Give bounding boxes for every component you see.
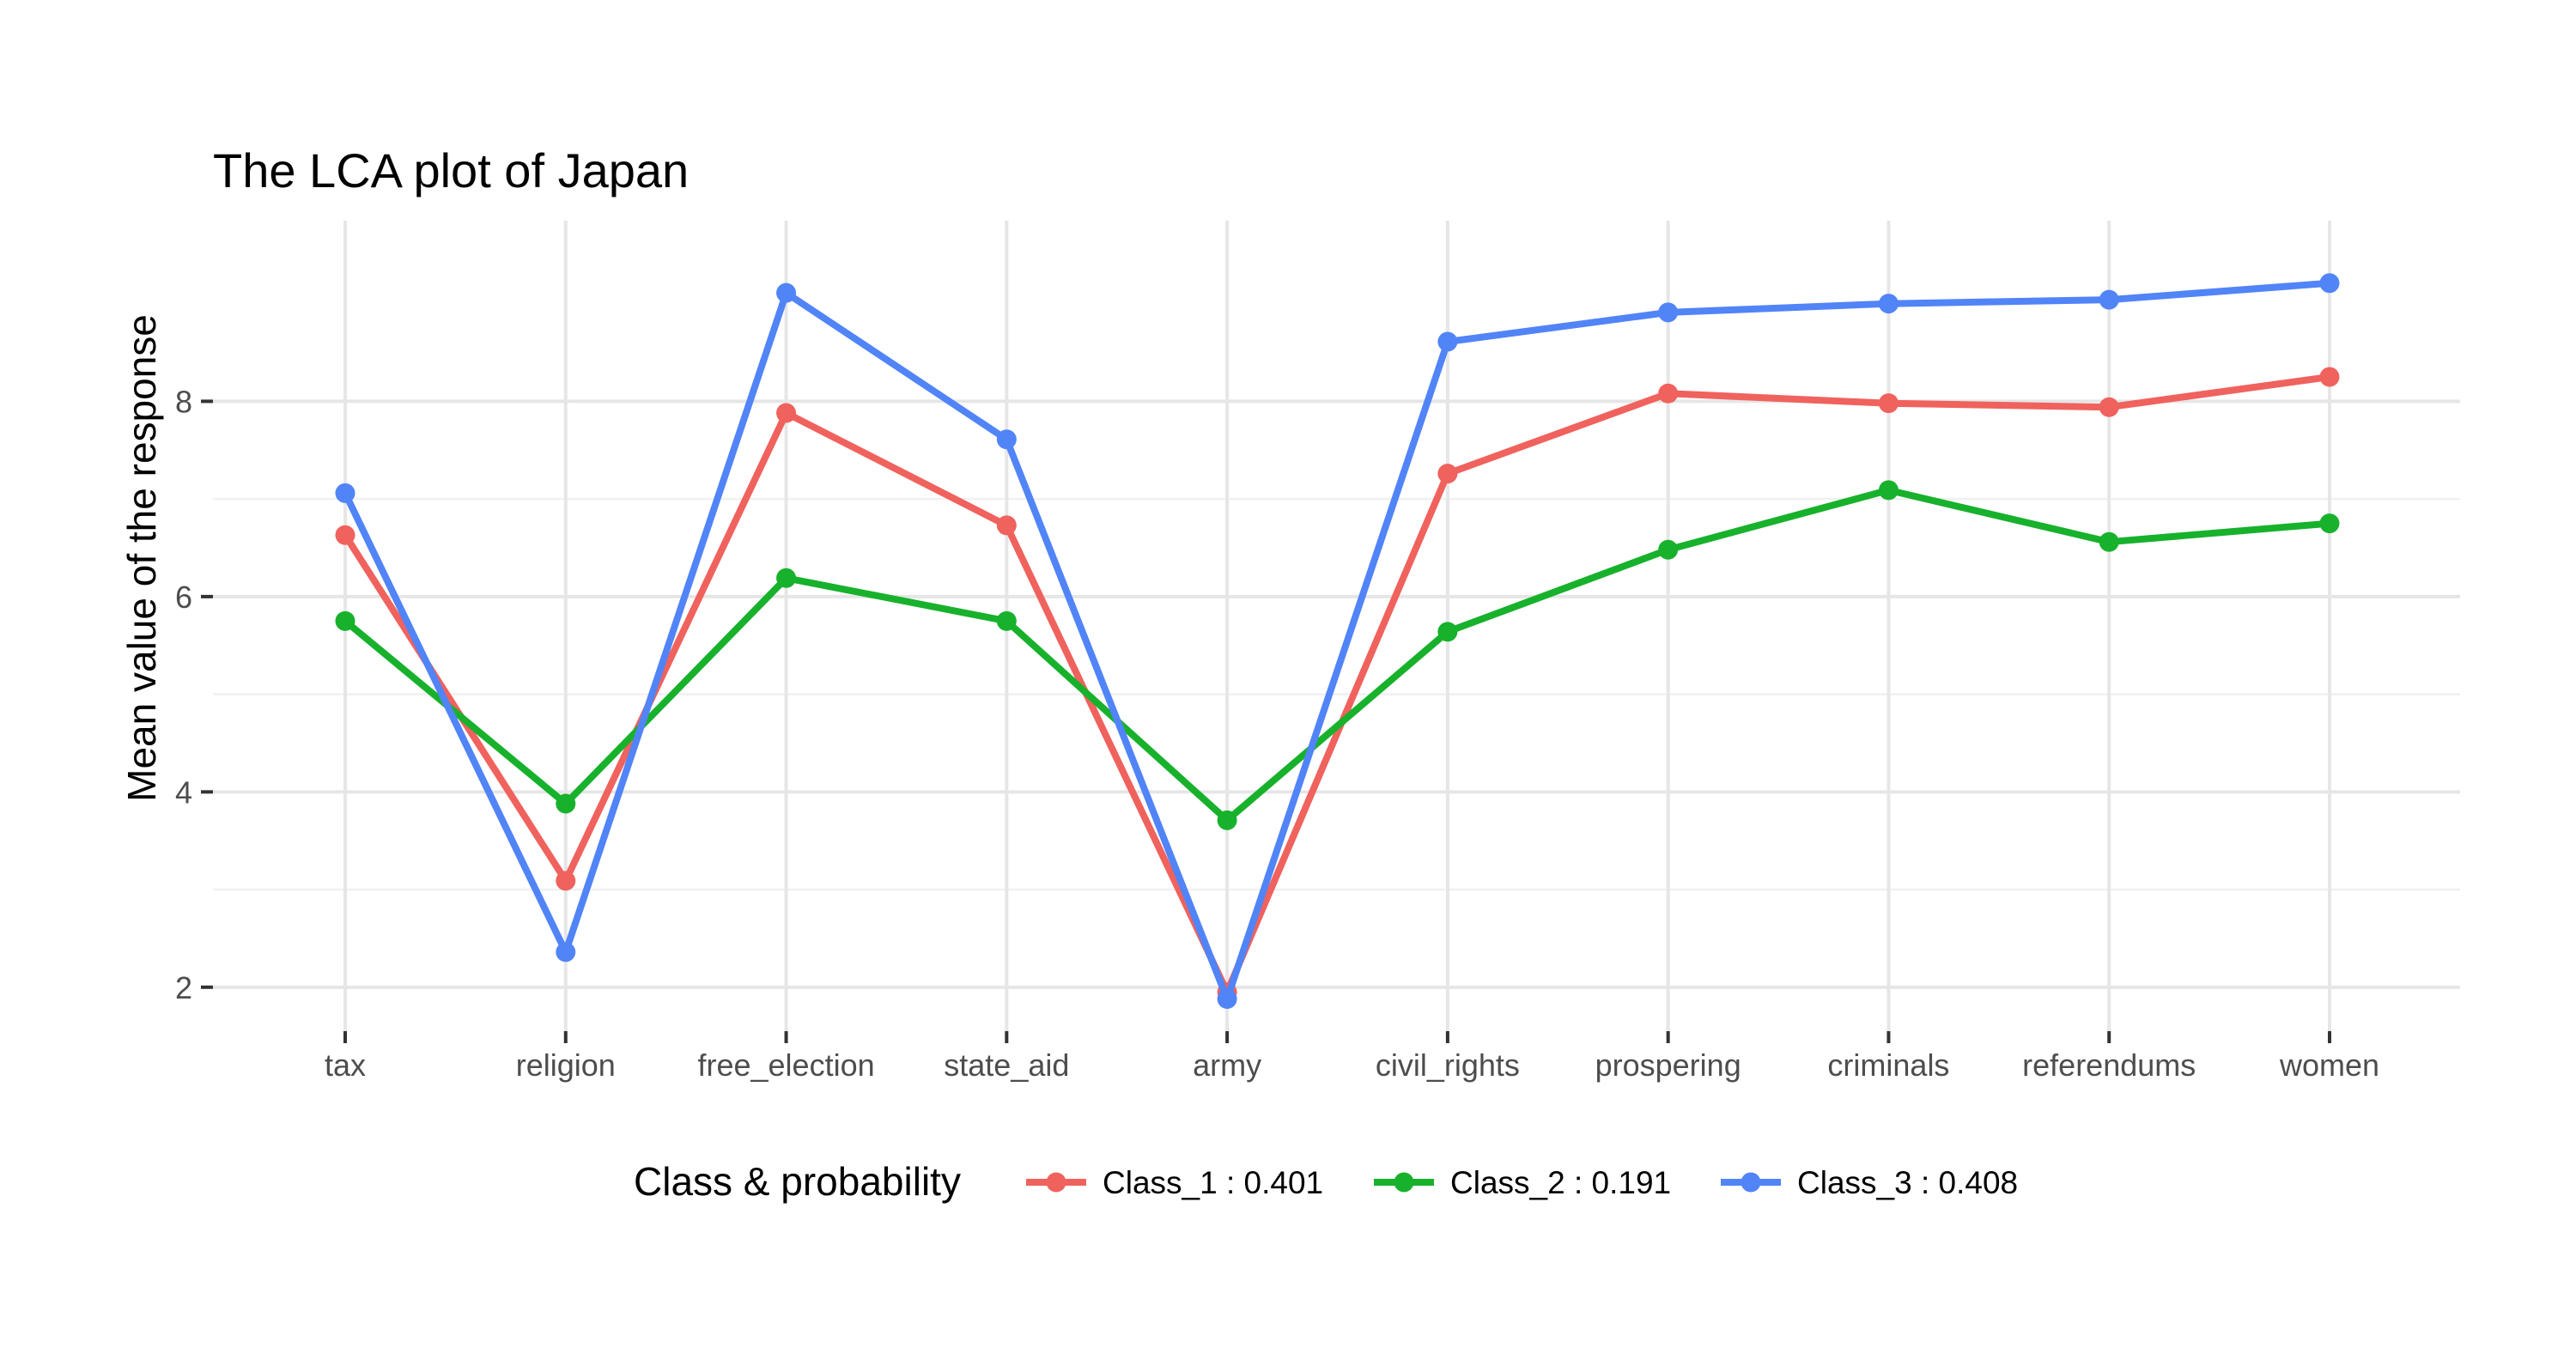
data-point xyxy=(556,793,576,814)
legend-label: Class_3 : 0.408 xyxy=(1797,1165,2018,1200)
x-tick-label: criminals xyxy=(1827,1047,1949,1083)
data-point xyxy=(1437,464,1458,484)
legend-item: Class_2 : 0.191 xyxy=(1374,1165,1671,1200)
data-point xyxy=(1878,393,1899,414)
data-point xyxy=(2319,367,2340,387)
data-point xyxy=(1878,294,1899,314)
axis-ticks: 2 4 6 8 tax religion free_election state_aid arm… xyxy=(175,384,2379,1083)
series-line xyxy=(342,279,2333,1003)
x-tick-label: referendums xyxy=(2022,1047,2196,1083)
legend-label: Class_2 : 0.191 xyxy=(1450,1165,1671,1200)
legend-item: Class_3 : 0.408 xyxy=(1721,1165,2018,1200)
data-point xyxy=(556,942,576,962)
legend-title: Class & probability xyxy=(634,1159,961,1204)
data-point xyxy=(996,515,1017,536)
legend-key-point xyxy=(1394,1172,1414,1193)
data-point xyxy=(1878,480,1899,501)
data-point xyxy=(2319,513,2340,534)
legend-item: Class_1 : 0.401 xyxy=(1026,1165,1323,1200)
data-point xyxy=(2099,289,2119,310)
legend-key-point xyxy=(1046,1172,1066,1193)
x-tick-label: civil_rights xyxy=(1376,1047,1520,1083)
data-point xyxy=(1658,539,1679,560)
x-tick-label: free_election xyxy=(697,1047,874,1083)
x-tick-label: state_aid xyxy=(944,1047,1069,1083)
data-point xyxy=(776,282,797,303)
series-3 xyxy=(335,273,2340,1009)
data-point xyxy=(2319,273,2340,294)
x-tick-label: prospering xyxy=(1595,1047,1741,1083)
series-line xyxy=(342,373,2333,996)
data-point xyxy=(335,610,355,631)
data-point xyxy=(1217,810,1237,830)
data-point xyxy=(2099,397,2119,417)
y-tick-label: 4 xyxy=(175,774,192,810)
y-tick-label: 6 xyxy=(175,580,192,615)
y-tick-label: 8 xyxy=(175,384,192,419)
series-lines xyxy=(335,273,2340,1009)
data-point xyxy=(996,610,1017,631)
data-point xyxy=(1658,383,1679,404)
data-point xyxy=(556,871,576,891)
data-point xyxy=(1658,302,1679,323)
x-tick-label: women xyxy=(2279,1047,2379,1083)
legend: Class & probability Class_1 : 0.401 Class… xyxy=(634,1159,2018,1204)
data-point xyxy=(776,403,797,423)
data-point xyxy=(1217,988,1237,1009)
series-2 xyxy=(335,480,2340,830)
data-point xyxy=(996,429,1017,450)
legend-label: Class_1 : 0.401 xyxy=(1103,1165,1323,1200)
chart-title: The LCA plot of Japan xyxy=(213,143,689,197)
data-point xyxy=(1437,331,1458,352)
y-tick-label: 2 xyxy=(175,970,192,1005)
data-point xyxy=(335,483,355,503)
data-point xyxy=(2099,531,2119,552)
x-tick-label: army xyxy=(1193,1047,1261,1083)
data-point xyxy=(335,525,355,545)
x-tick-label: tax xyxy=(325,1047,366,1083)
data-point xyxy=(1437,622,1458,642)
y-axis-title: Mean value of the response xyxy=(119,314,164,802)
x-tick-label: religion xyxy=(516,1047,616,1083)
data-point xyxy=(776,568,797,588)
legend-key-point xyxy=(1741,1172,1761,1193)
series-line xyxy=(342,486,2333,824)
